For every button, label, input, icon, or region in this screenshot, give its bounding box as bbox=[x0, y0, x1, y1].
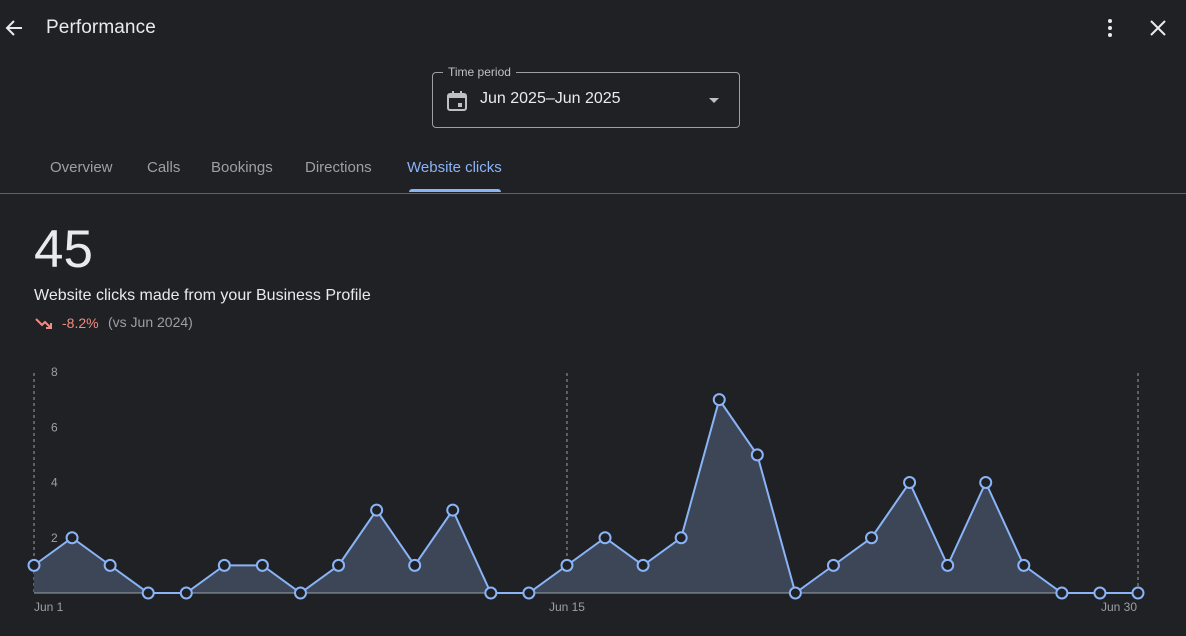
area-fill bbox=[34, 399, 1138, 593]
more-vert-icon bbox=[1108, 19, 1112, 37]
x-tick-label: Jun 1 bbox=[34, 600, 64, 614]
close-icon bbox=[1150, 20, 1166, 36]
y-tick-label: 6 bbox=[51, 420, 58, 434]
page-title: Performance bbox=[46, 17, 156, 38]
dropdown-arrow-icon bbox=[709, 98, 719, 103]
y-tick-label: 2 bbox=[51, 531, 58, 545]
change-percent: -8.2% bbox=[62, 315, 99, 331]
comparison-period: (vs Jun 2024) bbox=[108, 314, 193, 330]
tab-directions[interactable]: Directions bbox=[305, 159, 372, 176]
website-clicks-chart: 2 4 6 8 Jun 1 Jun 15 Jun 30 bbox=[27, 365, 1145, 614]
data-point bbox=[141, 586, 155, 600]
data-point bbox=[560, 558, 574, 572]
more-options-button[interactable] bbox=[1098, 16, 1122, 40]
data-point bbox=[750, 448, 764, 462]
x-tick-label: Jun 30 bbox=[1101, 600, 1137, 614]
data-point bbox=[255, 558, 269, 572]
data-point bbox=[598, 531, 612, 545]
data-point bbox=[865, 531, 879, 545]
back-button[interactable] bbox=[4, 16, 26, 40]
data-point bbox=[826, 558, 840, 572]
time-period-label: Time period bbox=[443, 64, 516, 80]
data-point bbox=[941, 558, 955, 572]
data-point bbox=[484, 586, 498, 600]
data-point bbox=[370, 503, 384, 517]
data-point bbox=[1017, 558, 1031, 572]
data-point bbox=[332, 558, 346, 572]
data-point bbox=[103, 558, 117, 572]
time-period-value: Jun 2025–Jun 2025 bbox=[480, 90, 621, 107]
data-point bbox=[979, 476, 993, 489]
active-tab-indicator bbox=[409, 189, 501, 192]
tab-calls[interactable]: Calls bbox=[147, 159, 181, 176]
data-point bbox=[788, 586, 802, 600]
data-point bbox=[636, 558, 650, 572]
close-button[interactable] bbox=[1146, 16, 1170, 40]
data-point bbox=[408, 558, 422, 572]
data-point bbox=[217, 558, 231, 572]
total-clicks-value: 45 bbox=[34, 220, 93, 279]
data-point bbox=[674, 531, 688, 545]
y-tick-label: 4 bbox=[51, 476, 58, 490]
data-point bbox=[1093, 586, 1107, 600]
top-bar: Performance bbox=[0, 0, 1186, 56]
metric-description: Website clicks made from your Business P… bbox=[34, 287, 371, 304]
tab-overview[interactable]: Overview bbox=[50, 159, 113, 176]
arrow-back-icon bbox=[5, 20, 22, 36]
tab-bar: Overview Calls Bookings Directions Websi… bbox=[0, 150, 1186, 194]
data-point bbox=[293, 586, 307, 600]
data-point bbox=[27, 558, 41, 572]
data-point bbox=[1131, 586, 1145, 600]
data-point bbox=[1055, 586, 1069, 600]
tab-website-clicks[interactable]: Website clicks bbox=[407, 159, 502, 176]
data-point bbox=[903, 476, 917, 489]
data-point bbox=[446, 503, 460, 517]
x-tick-label: Jun 15 bbox=[549, 600, 585, 614]
trending-down-icon bbox=[35, 318, 52, 329]
data-point bbox=[179, 586, 193, 600]
data-point bbox=[712, 393, 726, 407]
tab-bookings[interactable]: Bookings bbox=[211, 159, 273, 176]
data-point bbox=[65, 531, 79, 545]
calendar-icon bbox=[447, 91, 467, 111]
time-period-select[interactable]: Time period Jun 2025–Jun 2025 bbox=[432, 64, 740, 128]
data-point bbox=[522, 586, 536, 600]
y-tick-label: 8 bbox=[51, 365, 58, 379]
series-line bbox=[33, 397, 1138, 595]
